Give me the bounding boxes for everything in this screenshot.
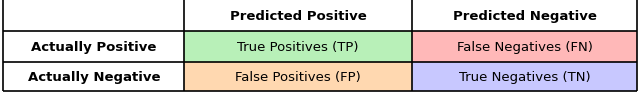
Bar [184,0,412,32]
Bar [184,32,412,62]
Bar [412,62,637,91]
Text: False Negatives (FN): False Negatives (FN) [456,40,593,53]
Bar [3,62,184,91]
Text: True Positives (TP): True Positives (TP) [237,40,359,53]
Bar [3,0,184,32]
Bar [184,62,412,91]
Text: Actually Positive: Actually Positive [31,40,156,53]
Text: Predicted Negative: Predicted Negative [452,10,596,23]
Text: True Negatives (TN): True Negatives (TN) [459,70,590,83]
Text: False Positives (FP): False Positives (FP) [236,70,361,83]
Text: Predicted Positive: Predicted Positive [230,10,367,23]
Text: Actually Negative: Actually Negative [28,70,160,83]
Bar [412,0,637,32]
Bar [412,32,637,62]
Bar [3,32,184,62]
